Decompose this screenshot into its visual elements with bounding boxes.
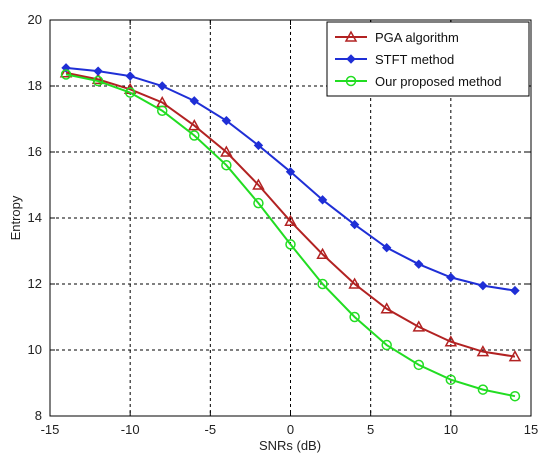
data-point: [285, 239, 296, 250]
legend-marker: [344, 30, 358, 42]
data-point: [124, 87, 136, 98]
data-point: [317, 278, 328, 290]
plot-frame: [49, 19, 532, 417]
y-tick-label: 20: [28, 12, 42, 27]
data-point: [285, 167, 296, 177]
y-tick-label: 18: [28, 78, 42, 93]
y-tick-label: 14: [28, 210, 42, 225]
data-point: [412, 320, 426, 332]
series-line: [65, 73, 516, 398]
data-point: [381, 339, 392, 351]
legend-label: STFT method: [375, 52, 454, 67]
y-tick-label: 16: [28, 144, 42, 159]
data-point: [91, 72, 105, 85]
legend-label: Our proposed method: [375, 74, 501, 89]
data-point: [93, 66, 103, 76]
data-point: [509, 390, 521, 402]
legend-marker: [346, 54, 356, 64]
legend-marker: [345, 75, 357, 87]
series-line: [65, 71, 516, 358]
data-point: [284, 214, 297, 227]
data-point: [156, 105, 168, 116]
data-point: [253, 197, 264, 209]
x-tick-label: 0: [287, 422, 294, 437]
data-point: [253, 140, 264, 151]
data-point: [348, 277, 361, 289]
y-tick-label: 10: [28, 342, 42, 357]
x-tick-label: 10: [444, 422, 458, 437]
data-point: [188, 119, 201, 131]
data-point: [60, 69, 72, 80]
legend-item: STFT method: [335, 52, 454, 67]
legend: PGA algorithm STFT method Our proposed met…: [326, 21, 530, 97]
x-tick-label: -5: [205, 422, 217, 437]
data-point: [349, 311, 360, 323]
x-tick-label: 5: [367, 422, 374, 437]
data-point: [349, 219, 360, 230]
data-point: [59, 66, 73, 78]
data-point: [476, 345, 490, 357]
tick-labels: -15 -10 -5 0 5 10 15 8 10 12 14 16 18 20: [28, 12, 539, 437]
data-point: [221, 115, 232, 126]
data-point: [157, 81, 167, 91]
legend-item: PGA algorithm: [335, 30, 459, 45]
data-point: [189, 130, 200, 141]
legend-label: PGA algorithm: [375, 30, 459, 45]
series-group: [59, 63, 522, 402]
data-point: [510, 285, 520, 296]
data-point: [220, 145, 233, 157]
data-point: [414, 259, 424, 269]
data-point: [92, 75, 104, 87]
data-point: [478, 280, 488, 291]
data-point: [189, 96, 200, 106]
data-point: [125, 71, 135, 81]
y-axis-label: Entropy: [8, 195, 23, 240]
x-tick-label: -15: [41, 422, 60, 437]
data-point: [445, 374, 457, 385]
x-tick-label: -10: [121, 422, 140, 437]
data-point: [317, 195, 328, 205]
data-point: [508, 350, 522, 362]
x-axis-label: SNRs (dB): [259, 438, 321, 453]
data-point: [252, 178, 265, 190]
y-tick-label: 8: [35, 408, 42, 423]
data-point: [446, 272, 456, 283]
legend-item: Our proposed method: [335, 74, 501, 89]
data-point: [477, 384, 489, 395]
data-point: [381, 242, 392, 253]
series-circle: [60, 69, 521, 402]
data-point: [413, 359, 425, 371]
data-point: [221, 159, 232, 171]
data-point: [380, 302, 393, 314]
x-tick-label: 15: [524, 422, 538, 437]
series-diamond: [61, 63, 520, 296]
y-tick-label: 12: [28, 276, 42, 291]
data-point: [316, 247, 329, 260]
data-point: [444, 335, 458, 347]
